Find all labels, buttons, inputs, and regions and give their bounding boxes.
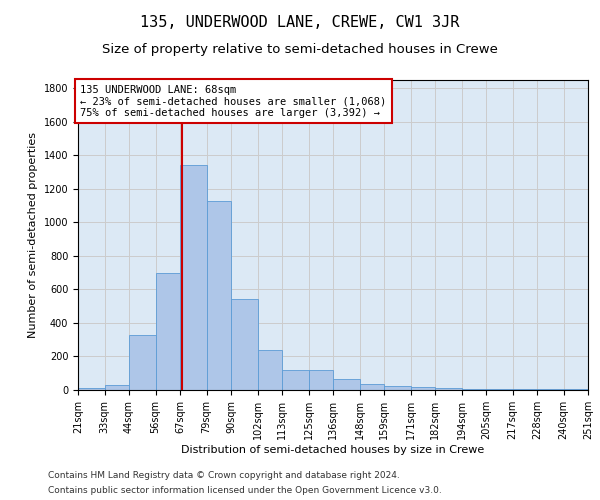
Bar bbox=[308, 370, 333, 390]
Bar bbox=[486, 389, 512, 390]
Bar bbox=[78, 388, 104, 390]
Bar bbox=[435, 388, 461, 390]
Bar bbox=[231, 298, 257, 390]
Bar bbox=[333, 379, 359, 390]
Y-axis label: Number of semi-detached properties: Number of semi-detached properties bbox=[28, 132, 38, 338]
Bar bbox=[180, 166, 206, 390]
Text: 135 UNDERWOOD LANE: 68sqm
← 23% of semi-detached houses are smaller (1,068)
75% : 135 UNDERWOOD LANE: 68sqm ← 23% of semi-… bbox=[80, 84, 386, 118]
Bar bbox=[384, 386, 410, 390]
Text: Size of property relative to semi-detached houses in Crewe: Size of property relative to semi-detach… bbox=[102, 42, 498, 56]
Bar bbox=[206, 200, 231, 390]
Bar bbox=[512, 389, 537, 390]
Text: Contains public sector information licensed under the Open Government Licence v3: Contains public sector information licen… bbox=[48, 486, 442, 495]
Bar bbox=[129, 334, 155, 390]
Bar bbox=[257, 350, 282, 390]
Text: 135, UNDERWOOD LANE, CREWE, CW1 3JR: 135, UNDERWOOD LANE, CREWE, CW1 3JR bbox=[140, 15, 460, 30]
Bar bbox=[588, 388, 600, 390]
Bar bbox=[359, 384, 384, 390]
Bar bbox=[410, 386, 435, 390]
Bar bbox=[104, 385, 129, 390]
Bar bbox=[282, 370, 308, 390]
Bar bbox=[155, 272, 180, 390]
X-axis label: Distribution of semi-detached houses by size in Crewe: Distribution of semi-detached houses by … bbox=[181, 444, 485, 454]
Bar bbox=[461, 388, 486, 390]
Text: Contains HM Land Registry data © Crown copyright and database right 2024.: Contains HM Land Registry data © Crown c… bbox=[48, 471, 400, 480]
